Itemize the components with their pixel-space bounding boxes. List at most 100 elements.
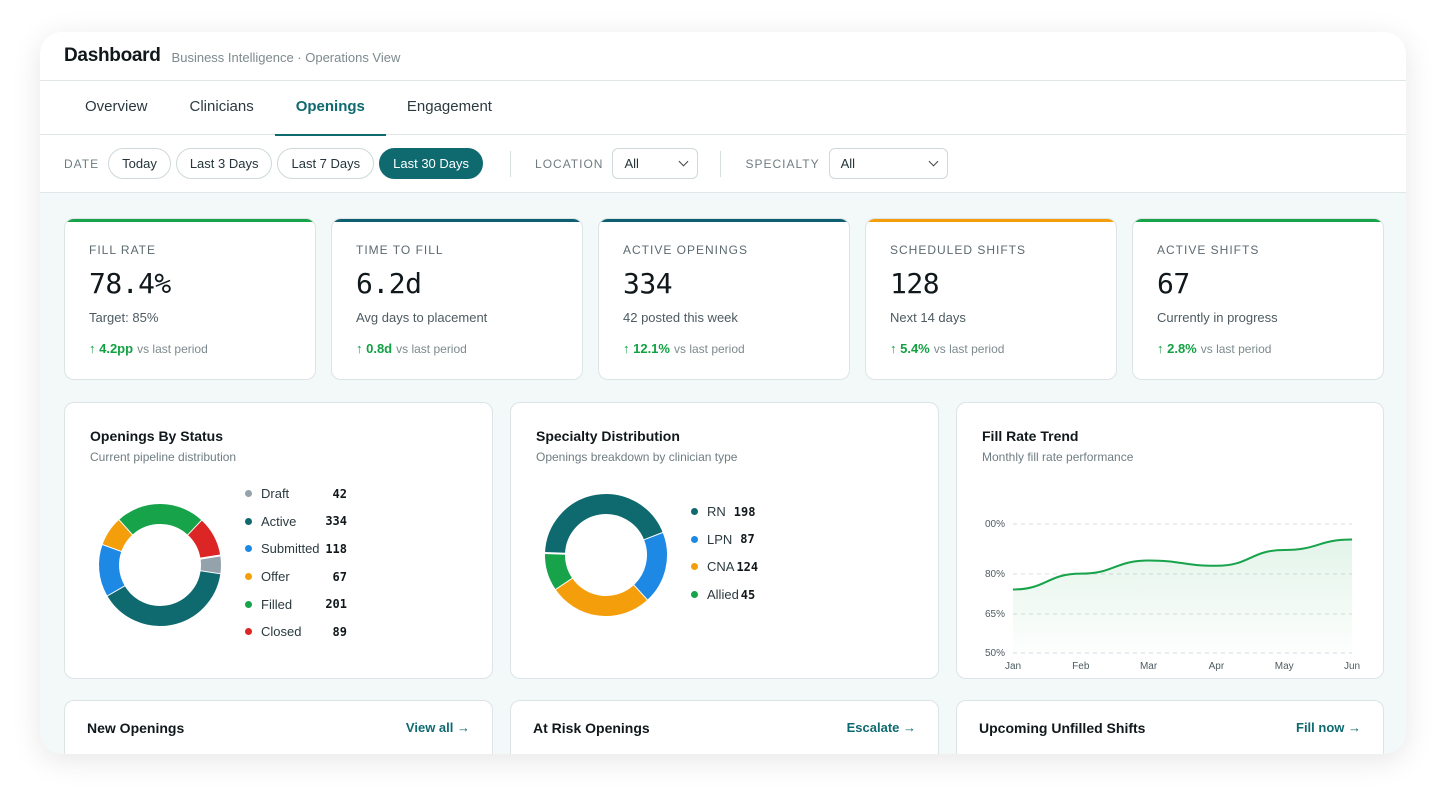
kpi-label: ACTIVE SHIFTS — [1157, 243, 1260, 257]
donut-slice-rn — [545, 494, 663, 555]
legend-value: 42 — [332, 486, 347, 501]
legend-item-closed: Closed 89 — [245, 618, 355, 646]
legend-item-submitted: Submitted 118 — [245, 535, 355, 563]
legend-value: 45 — [740, 587, 756, 602]
kpi-card-active-openings: ACTIVE OPENINGS 334 42 posted this week … — [598, 218, 850, 380]
legend-value: 118 — [325, 541, 347, 556]
donut-slice-gap — [632, 583, 649, 602]
tab-engagement[interactable]: Engagement — [406, 98, 492, 115]
panel-title: Openings By Status — [90, 428, 224, 444]
specialty-select[interactable]: All — [828, 148, 948, 179]
trend-area — [1013, 539, 1352, 653]
kpi-value: 67 — [1157, 267, 1190, 300]
kpi-label: SCHEDULED SHIFTS — [890, 243, 1027, 257]
kpi-subtext: Currently in progress — [1157, 310, 1278, 325]
trend-line — [1012, 538, 1353, 591]
legend-label: Submitted — [261, 541, 320, 557]
donut-slice-gap — [199, 554, 222, 560]
x-tick-label: Jun — [1344, 661, 1360, 672]
x-tick-label: Feb — [1072, 661, 1090, 672]
panel-title: Fill Rate Trend — [982, 428, 1079, 444]
legend-dot — [245, 573, 252, 581]
fill-now-link[interactable]: Fill now → — [1296, 720, 1361, 735]
legend-value: 67 — [332, 569, 347, 584]
kpi-delta: ↑ 4.2pp — [89, 341, 134, 356]
donut-slice-cna — [555, 577, 647, 616]
view-all-link[interactable]: View all → — [405, 720, 470, 735]
date-chip-last-30-days[interactable]: Last 30 Days — [379, 148, 484, 179]
donut-slice-lpn — [633, 532, 667, 601]
x-tick-label: May — [1275, 661, 1294, 672]
kpi-delta-note: vs last period — [673, 342, 745, 356]
x-tick-label: Mar — [1140, 661, 1158, 672]
donut-slice-gap — [544, 552, 567, 555]
legend-dot — [691, 563, 698, 571]
openings-by-status-panel: Openings By Status Current pipeline dist… — [64, 402, 493, 679]
specialty-filter-label: SPECIALTY — [745, 156, 820, 171]
card-title: At Risk Openings — [533, 720, 650, 736]
donut-slice-offer — [102, 519, 134, 552]
card-title: Upcoming Unfilled Shifts — [979, 720, 1146, 736]
kpi-delta: ↑ 12.1% — [623, 341, 670, 356]
kpi-delta: ↑ 5.4% — [890, 341, 930, 356]
legend-value: 198 — [733, 504, 756, 519]
kpi-delta: ↑ 0.8d — [356, 341, 393, 356]
status-legend: Draft 42 Active 334 Submitted 118 Offer 67 Fille… — [245, 480, 355, 646]
specialty-select-value: All — [840, 156, 856, 171]
kpi-subtext: Avg days to placement — [356, 310, 488, 325]
legend-label: Draft — [261, 486, 290, 502]
tab-clinicians[interactable]: Clinicians — [189, 98, 254, 115]
filter-divider — [720, 150, 722, 177]
donut-slice-closed — [187, 520, 221, 560]
legend-dot — [245, 600, 252, 608]
panel-subtitle: Monthly fill rate performance — [982, 450, 1134, 464]
legend-item-active: Active 334 — [245, 508, 355, 536]
card-title: New Openings — [87, 720, 185, 736]
donut-slice-active — [107, 570, 221, 626]
dashboard-window: Dashboard Business Intelligence · Operat… — [40, 32, 1406, 754]
donut-slice-gap — [553, 576, 574, 591]
kpi-value: 6.2d — [356, 267, 422, 300]
date-chip-last-7-days[interactable]: Last 7 Days — [277, 148, 375, 179]
tab-openings[interactable]: Openings — [274, 81, 387, 136]
kpi-delta-note: vs last period — [933, 342, 1005, 356]
legend-dot — [691, 508, 698, 516]
chevron-down-icon — [679, 156, 689, 167]
upcoming-unfilled-shifts-card: Upcoming Unfilled Shifts Fill now → — [956, 700, 1384, 754]
legend-label: CNA — [707, 559, 735, 575]
escalate-link[interactable]: Escalate → — [846, 720, 916, 735]
legend-item-lpn: LPN 87 — [691, 526, 771, 554]
kpi-label: FILL RATE — [89, 243, 157, 257]
specialty-donut-chart — [544, 494, 667, 616]
fill-rate-line-chart: 00% 80% 65% 50%Jan Feb Mar Apr May Jun — [985, 519, 1360, 672]
y-tick-label: 50% — [985, 648, 1005, 659]
panel-subtitle: Current pipeline distribution — [90, 450, 237, 464]
location-select[interactable]: All — [612, 148, 699, 179]
specialty-legend: RN 198 LPN 87 CNA 124 Allied 45 — [691, 498, 771, 608]
specialty-distribution-panel: Specialty Distribution Openings breakdow… — [510, 402, 939, 679]
legend-label: Active — [261, 513, 297, 529]
legend-item-draft: Draft 42 — [245, 480, 355, 508]
legend-label: Offer — [261, 569, 290, 585]
date-chip-last-3-days[interactable]: Last 3 Days — [175, 148, 273, 179]
x-tick-label: Apr — [1209, 661, 1225, 672]
date-chip-today[interactable]: Today — [108, 148, 171, 179]
tab-overview[interactable]: Overview — [85, 98, 148, 115]
legend-item-cna: CNA 124 — [691, 553, 771, 581]
kpi-delta: ↑ 2.8% — [1157, 341, 1197, 356]
legend-item-allied: Allied 45 — [691, 581, 771, 609]
kpi-label: TIME TO FILL — [356, 243, 444, 257]
legend-label: Closed — [261, 624, 302, 640]
legend-dot — [691, 535, 698, 543]
kpi-card-scheduled-shifts: SCHEDULED SHIFTS 128 Next 14 days ↑ 5.4%… — [865, 218, 1117, 380]
legend-label: RN — [707, 504, 726, 520]
kpi-subtext: 42 posted this week — [623, 310, 738, 325]
kpi-delta-note: vs last period — [137, 342, 208, 356]
page-title: Dashboard — [64, 45, 161, 66]
donut-slice-allied — [545, 553, 573, 590]
new-openings-card: New Openings View all → — [64, 700, 493, 754]
panel-title: Specialty Distribution — [536, 428, 680, 444]
legend-item-offer: Offer 67 — [245, 563, 355, 591]
kpi-value: 128 — [890, 267, 940, 300]
location-filter-label: LOCATION — [535, 156, 604, 171]
